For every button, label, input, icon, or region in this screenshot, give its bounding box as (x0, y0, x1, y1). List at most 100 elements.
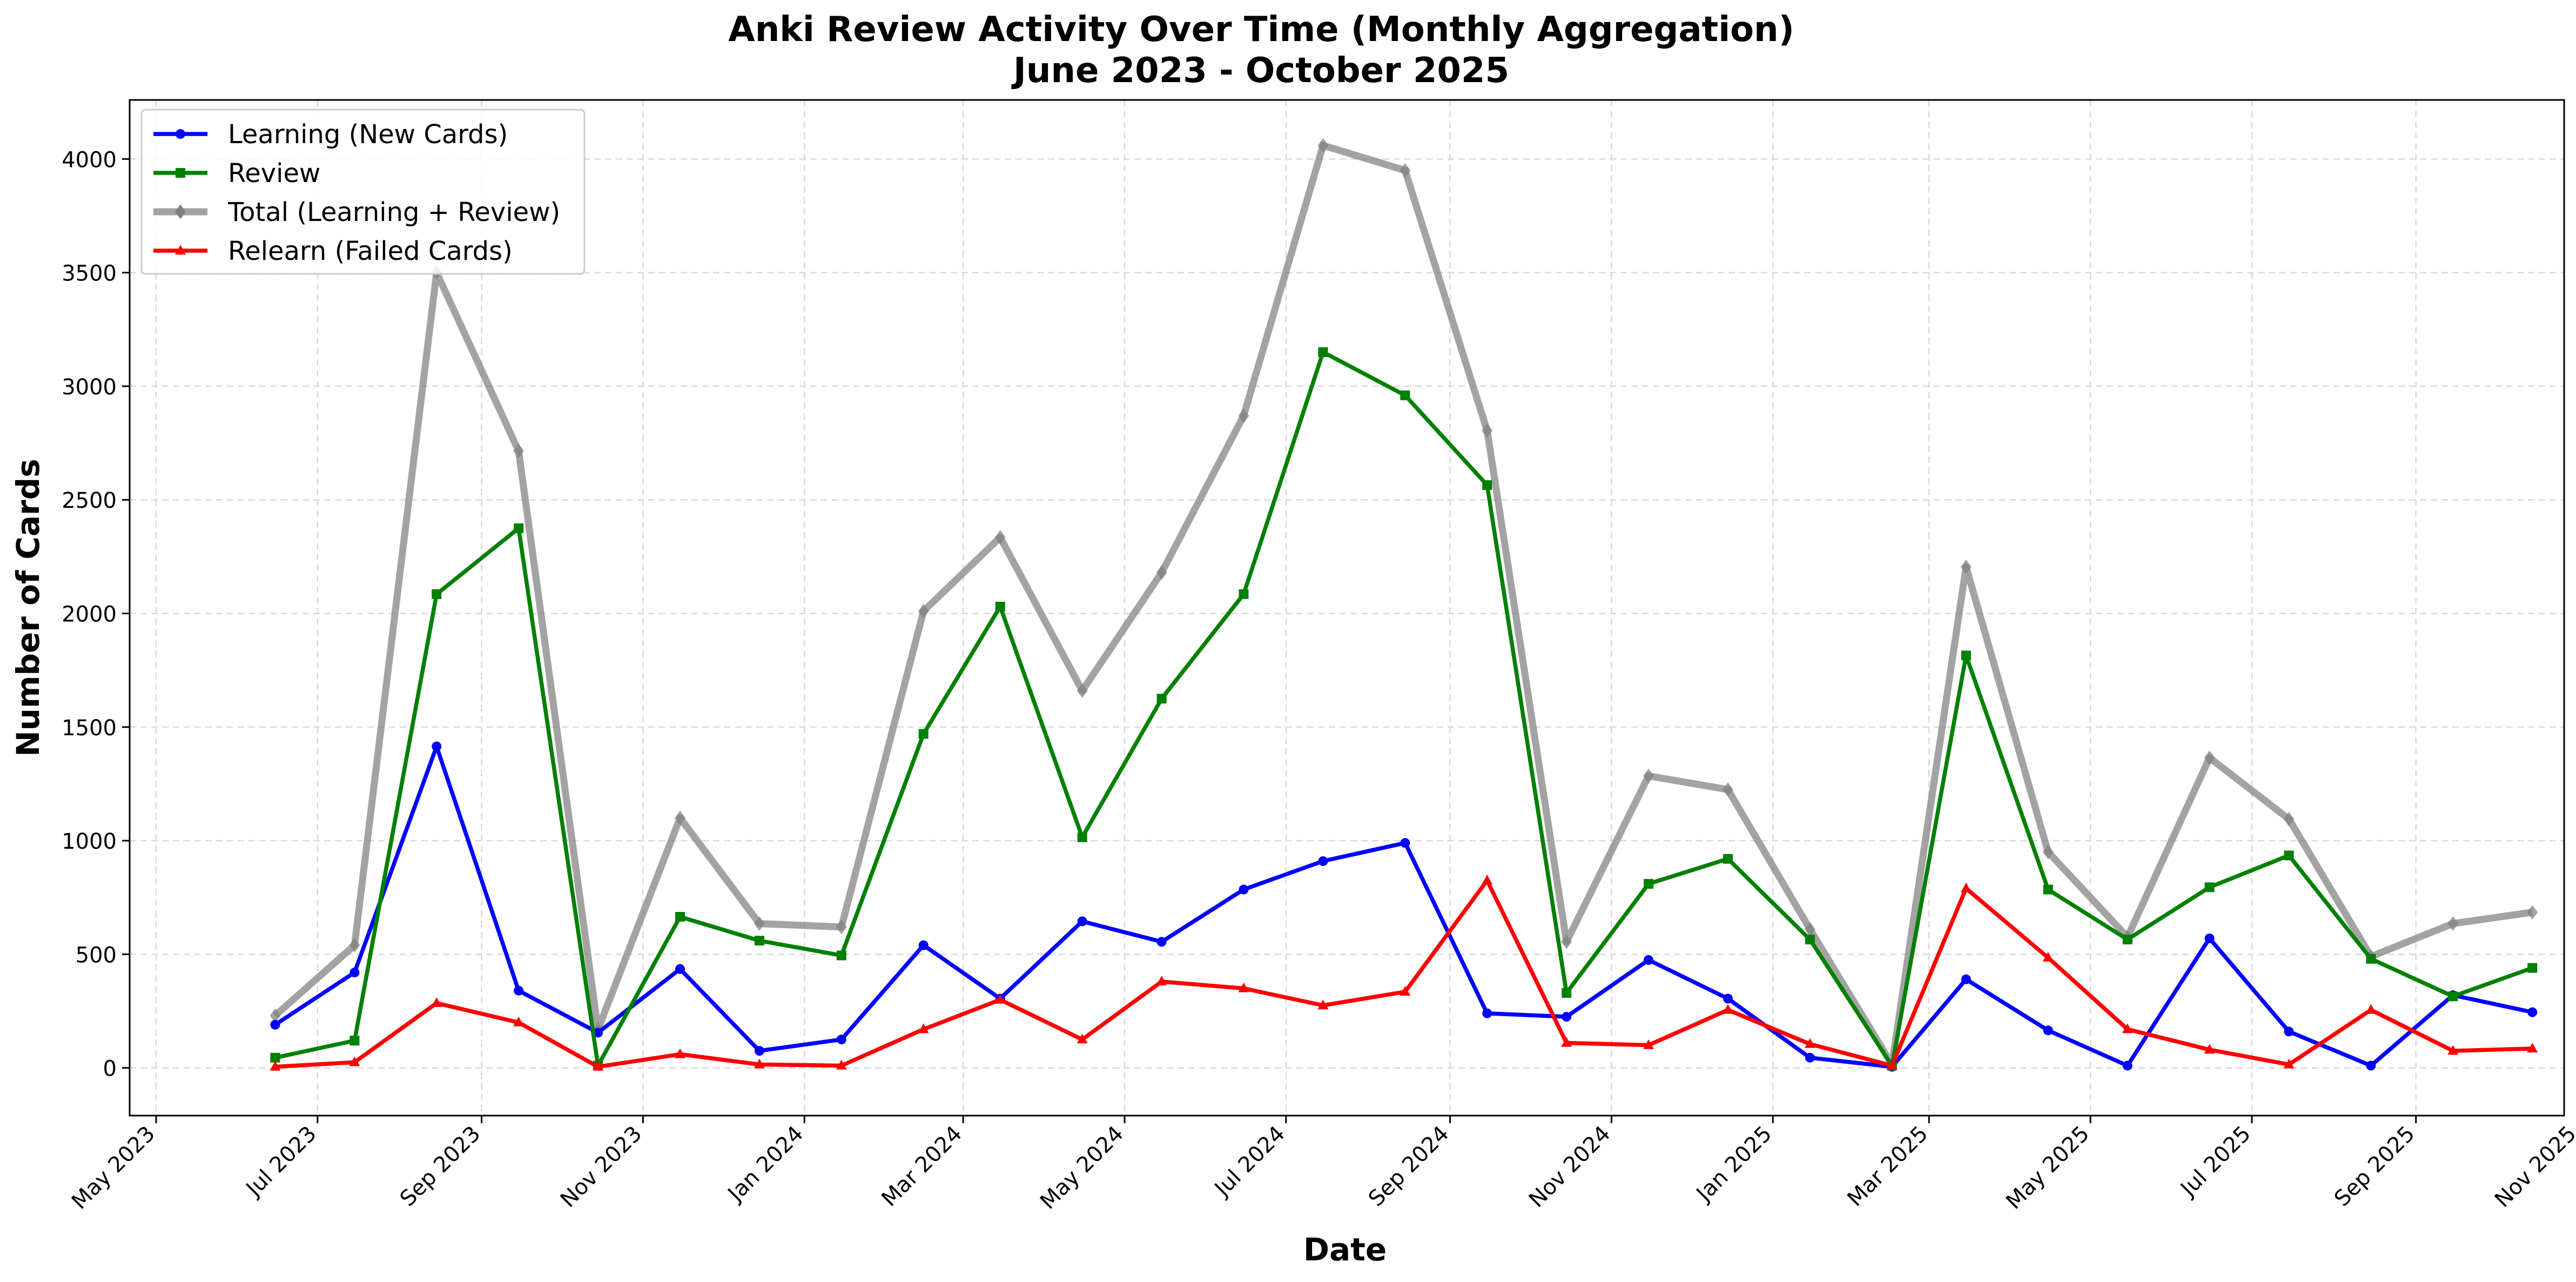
data-point (2527, 905, 2538, 920)
data-point (2447, 1045, 2459, 1055)
legend-item: Learning (New Cards) (153, 119, 508, 150)
data-point (1238, 408, 1249, 424)
data-point (1077, 832, 1087, 842)
data-point (1156, 565, 1167, 580)
data-point (2366, 954, 2376, 964)
data-point (1961, 650, 1971, 661)
data-point (1562, 988, 1572, 998)
data-point (2122, 935, 2133, 945)
data-point (1643, 879, 1653, 889)
data-point (836, 1059, 847, 1070)
y-tick-label: 2500 (62, 488, 117, 513)
chart-title: Anki Review Activity Over Time (Monthly … (728, 10, 1794, 50)
data-point (1561, 934, 1572, 949)
legend-box (140, 109, 586, 275)
series-learning-new-cards (270, 741, 2538, 1072)
y-tick-label: 500 (76, 943, 117, 968)
data-point (1318, 856, 1328, 866)
data-point (2527, 1007, 2538, 1017)
data-point (2204, 933, 2215, 943)
data-point (2204, 882, 2215, 892)
data-point (2122, 1060, 2133, 1071)
data-point (836, 919, 847, 935)
data-point (1562, 1012, 1572, 1022)
data-point (431, 997, 442, 1008)
data-point (994, 530, 1006, 545)
data-point (1886, 1059, 1898, 1070)
y-tick-label: 2000 (62, 602, 117, 627)
data-point (1804, 922, 1815, 937)
data-point (1561, 1037, 1572, 1047)
legend-label: Total (Learning + Review) (227, 197, 560, 227)
plot-frame (129, 99, 2565, 1117)
data-point (2283, 1058, 2295, 1069)
y-tick-label: 3500 (62, 261, 117, 286)
data-point (1077, 916, 1087, 927)
legend-marker (176, 129, 185, 139)
data-point (2448, 991, 2458, 1002)
data-point (1960, 882, 1972, 892)
data-point (2283, 811, 2295, 827)
data-point (754, 1058, 765, 1069)
data-point (513, 1016, 524, 1026)
legend-label: Learning (New Cards) (228, 119, 508, 150)
data-point (2204, 1044, 2215, 1054)
data-point (1400, 985, 1411, 996)
data-point (432, 741, 442, 751)
data-point (1482, 1008, 1492, 1018)
data-point (918, 1023, 929, 1033)
data-point (675, 911, 685, 922)
data-point (918, 729, 929, 739)
data-point (918, 603, 929, 619)
data-point (432, 589, 442, 599)
data-point (1805, 1052, 1815, 1063)
data-point (2527, 963, 2538, 973)
legend-label: Relearn (Failed Cards) (228, 236, 513, 266)
data-point (836, 1035, 846, 1045)
data-point (349, 1056, 360, 1066)
data-point (349, 1036, 360, 1046)
data-point (1156, 694, 1167, 704)
data-point (1077, 1033, 1088, 1044)
data-point (2527, 1043, 2538, 1053)
y-tick-label: 1500 (62, 716, 117, 741)
data-point (1643, 1039, 1654, 1049)
data-point (349, 968, 360, 978)
y-tick-label: 4000 (62, 147, 117, 172)
data-point (754, 1046, 764, 1056)
legend-item: Total (Learning + Review) (153, 197, 560, 227)
y-tick-label: 3000 (62, 375, 117, 400)
data-point (2447, 916, 2459, 931)
data-point (349, 938, 360, 953)
data-point (270, 1008, 281, 1023)
data-point (1961, 974, 1971, 984)
y-axis-label: Number of Cards (10, 459, 46, 757)
data-point (514, 523, 524, 533)
legend-marker (176, 168, 185, 178)
data-point (995, 601, 1005, 612)
data-point (1317, 138, 1329, 153)
data-point (593, 1060, 604, 1071)
data-point (2122, 1023, 2133, 1033)
data-point (1318, 347, 1328, 357)
data-point (1643, 955, 1653, 965)
data-point (1804, 1038, 1815, 1048)
data-point (270, 1060, 281, 1071)
data-point (2284, 1026, 2294, 1037)
legend-item: Relearn (Failed Cards) (153, 236, 513, 266)
data-point (754, 916, 765, 931)
data-point (2043, 884, 2053, 895)
series-layer (270, 138, 2538, 1072)
data-point (1723, 854, 1733, 864)
data-point (2043, 1025, 2053, 1036)
x-axis-label: Date (1303, 1231, 1387, 1268)
data-point (2042, 951, 2054, 962)
data-point (675, 1048, 685, 1058)
data-point (1239, 884, 1249, 895)
data-point (1643, 768, 1654, 783)
data-point (1482, 480, 1492, 490)
y-tick-label: 0 (103, 1057, 117, 1082)
data-point (1156, 976, 1167, 986)
data-point (1400, 163, 1411, 178)
